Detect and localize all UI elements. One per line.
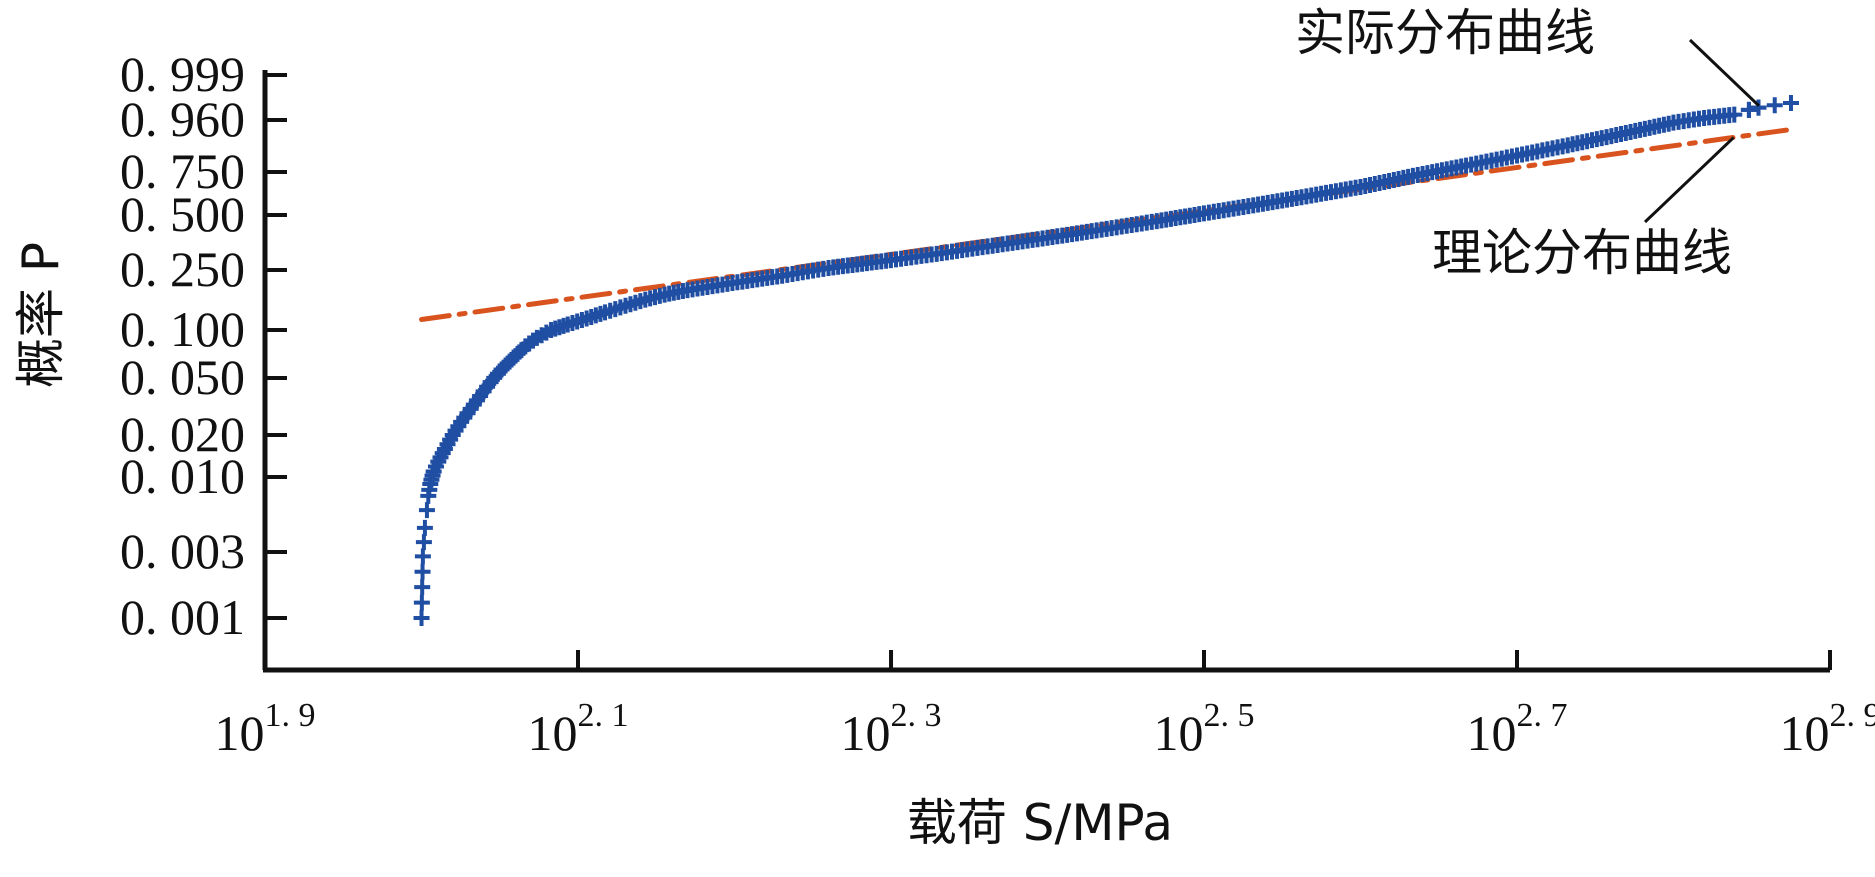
- y-tick-label: 0. 003: [120, 523, 245, 579]
- x-tick-label: 102. 3: [841, 697, 942, 761]
- y-tick-label: 0. 750: [120, 143, 245, 199]
- data-point: [418, 502, 435, 519]
- y-tick-label: 0. 050: [120, 349, 245, 405]
- data-point: [414, 579, 431, 596]
- data-point: [415, 534, 432, 551]
- data-point: [414, 563, 431, 580]
- theory-curve-annotation: 理论分布曲线: [1432, 224, 1732, 282]
- data-point: [416, 519, 433, 536]
- x-tick-label: 102. 9: [1780, 697, 1875, 761]
- data-point: [414, 548, 431, 565]
- y-tick-label: 0. 960: [120, 91, 245, 147]
- data-point: [1750, 99, 1767, 116]
- y-tick-label: 0. 001: [120, 589, 245, 645]
- actual-curve-annotation: 实际分布曲线: [1295, 4, 1595, 62]
- data-points-layer: [413, 94, 1799, 626]
- y-tick-label: 0. 250: [120, 241, 245, 297]
- axes: [262, 70, 1832, 673]
- data-point: [1726, 106, 1743, 123]
- data-point: [1766, 97, 1783, 114]
- data-point: [1740, 101, 1757, 118]
- data-point: [413, 610, 430, 626]
- y-tick-label: 0. 999: [120, 46, 245, 102]
- x-tick-label: 102. 1: [528, 697, 629, 761]
- y-tick-label: 0. 010: [120, 448, 245, 504]
- y-tick-label: 0. 100: [120, 301, 245, 357]
- x-tick-label: 102. 7: [1467, 697, 1568, 761]
- data-point: [413, 594, 430, 611]
- y-tick-label: 0. 020: [120, 406, 245, 462]
- y-axis-title: 概率 P: [12, 242, 70, 388]
- data-point: [1782, 94, 1799, 111]
- y-tick-label: 0. 500: [120, 186, 245, 242]
- x-tick-label: 102. 5: [1154, 697, 1255, 761]
- actual-curve-leader: [1688, 38, 1760, 107]
- theory-curve-leader: [1643, 136, 1735, 224]
- x-tick-label: 101. 9: [215, 697, 316, 761]
- x-axis-title: 载荷 S/MPa: [907, 794, 1173, 852]
